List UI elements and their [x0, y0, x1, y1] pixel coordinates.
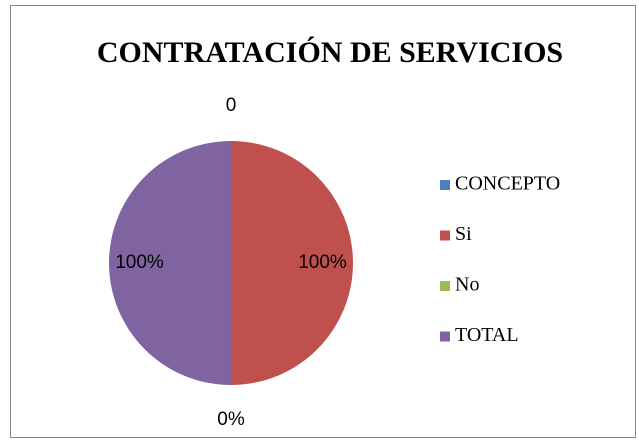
legend-label: TOTAL — [455, 324, 519, 346]
legend-label: CONCEPTO — [455, 173, 560, 195]
legend-label: Si — [455, 223, 472, 245]
legend-swatch — [440, 331, 450, 342]
data-label: 100% — [115, 252, 164, 273]
legend-swatch — [440, 230, 450, 241]
chart-title: CONTRATACIÓN DE SERVICIOS — [97, 36, 563, 69]
pie-slice — [231, 141, 353, 385]
data-label: 0 — [226, 95, 237, 116]
legend-swatch — [440, 281, 450, 291]
legend-label: No — [455, 274, 479, 296]
data-label: 100% — [298, 252, 347, 273]
pie-slice — [109, 141, 231, 385]
data-label: 0% — [217, 409, 245, 430]
legend-swatch — [440, 180, 450, 190]
